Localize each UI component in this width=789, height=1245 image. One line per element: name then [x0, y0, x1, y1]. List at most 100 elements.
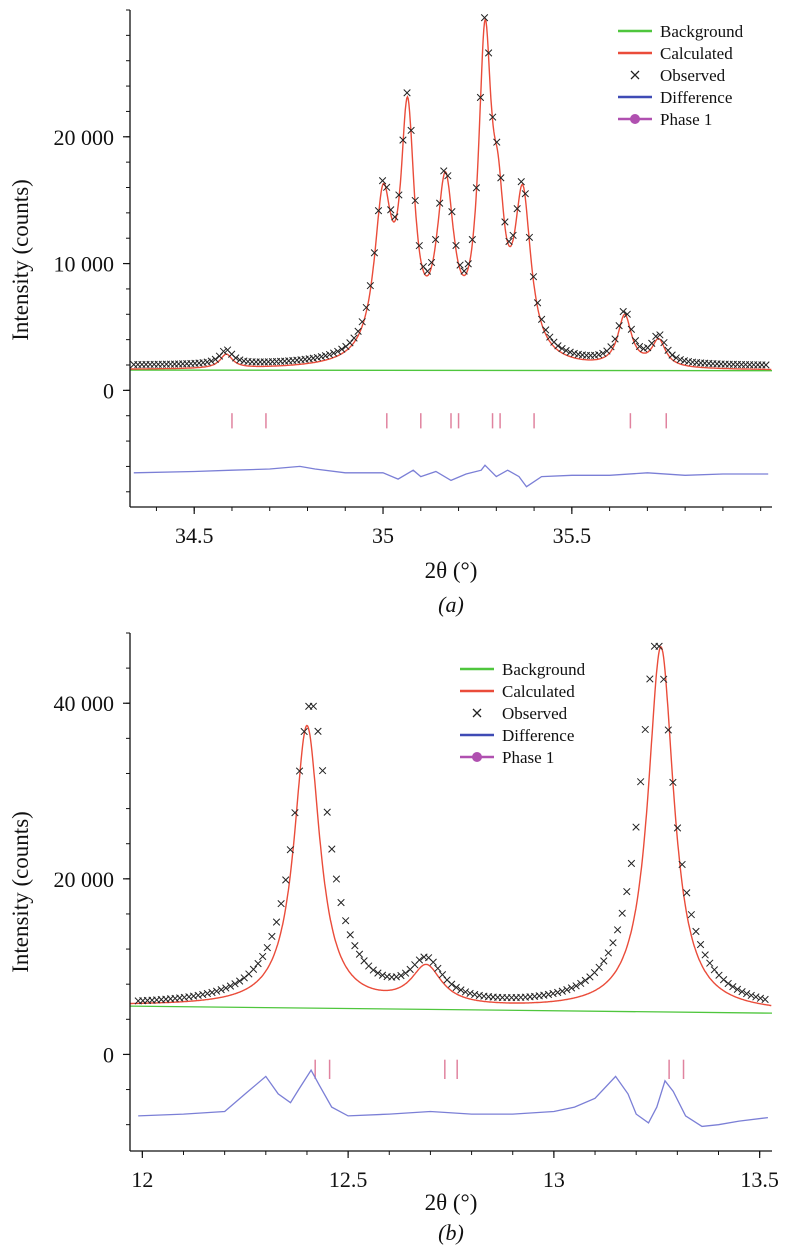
observed-point: [407, 126, 415, 135]
observed-point: [362, 303, 370, 312]
x-tick-label: 13: [543, 1167, 565, 1192]
observed-point: [374, 207, 383, 215]
observed-point: [687, 910, 695, 919]
observed-point: [464, 260, 472, 268]
observed-point: [259, 952, 267, 961]
panel-a-x-axis-label: 2θ (°): [425, 558, 478, 583]
observed-point: [387, 206, 395, 214]
observed-point: [391, 213, 399, 221]
observed-point: [546, 333, 554, 341]
legend-calculated-label: Calculated: [502, 682, 575, 701]
y-tick-label: 0: [103, 1042, 114, 1067]
observed-point: [619, 307, 627, 316]
x-tick-label: 35: [372, 523, 394, 548]
panel-a-background-line: [129, 369, 773, 372]
observed-point: [623, 310, 631, 318]
legend-background-label: Background: [502, 660, 586, 679]
observed-point: [217, 986, 225, 994]
observed-point: [646, 675, 654, 683]
observed-point: [448, 980, 456, 988]
observed-point: [558, 987, 566, 995]
observed-point: [563, 986, 571, 994]
observed-point: [738, 987, 746, 996]
observed-point: [733, 985, 742, 993]
observed-point: [203, 989, 212, 998]
observed-point: [613, 926, 622, 934]
observed-point: [448, 208, 456, 216]
observed-point: [254, 959, 262, 968]
observed-point: [701, 951, 709, 959]
observed-point: [219, 347, 228, 356]
observed-point: [452, 983, 460, 992]
observed-point: [668, 351, 676, 359]
observed-point: [332, 875, 341, 883]
observed-point: [742, 989, 751, 998]
observed-point: [346, 339, 354, 347]
observed-point: [370, 249, 379, 257]
legend-calculated-label: Calculated: [660, 44, 733, 63]
observed-point: [752, 993, 760, 1001]
observed-point: [354, 327, 362, 335]
observed-point: [676, 355, 684, 364]
observed-point: [431, 235, 440, 244]
observed-point: [761, 995, 769, 1004]
observed-point: [623, 887, 631, 896]
observed-point: [627, 325, 636, 333]
observed-point: [208, 988, 216, 997]
observed-point: [595, 350, 603, 359]
observed-point: [374, 969, 382, 977]
observed-point: [272, 918, 281, 926]
observed-point: [211, 355, 220, 363]
panel-b-axes: 12 12.5 13 13.5 0 20 000 40 000: [54, 632, 779, 1192]
panel-b-y-axis-label: Intensity (counts): [8, 811, 33, 973]
observed-point: [558, 344, 566, 353]
observed-point: [627, 859, 636, 868]
observed-point: [664, 726, 672, 734]
observed-point: [358, 318, 366, 326]
observed-point: [436, 199, 444, 207]
x-tick-label: 12.5: [329, 1167, 368, 1192]
observed-point: [329, 349, 338, 357]
observed-point: [696, 940, 705, 949]
panel-b-legend: Background Calculated Observed Differenc…: [460, 660, 586, 767]
observed-point: [350, 334, 358, 342]
observed-point: [314, 727, 322, 735]
observed-point: [631, 337, 640, 345]
observed-point: [581, 976, 589, 985]
observed-point: [231, 980, 239, 988]
observed-point: [194, 991, 202, 999]
observed-point: [513, 205, 521, 213]
observed-point: [537, 315, 546, 323]
observed-point: [489, 113, 497, 121]
observed-point: [338, 345, 346, 353]
observed-point: [652, 332, 660, 340]
observed-point: [595, 963, 603, 972]
observed-point: [554, 988, 562, 997]
legend-observed-swatch: [472, 708, 482, 718]
observed-point: [673, 824, 682, 832]
observed-point: [434, 964, 442, 973]
observed-point: [444, 172, 452, 180]
observed-point: [618, 909, 626, 917]
observed-point: [366, 282, 374, 290]
observed-point: [323, 808, 331, 816]
observed-point: [724, 979, 732, 988]
observed-point: [572, 982, 580, 990]
observed-point: [710, 966, 719, 974]
observed-point: [300, 727, 308, 736]
observed-point: [660, 338, 668, 347]
observed-point: [382, 183, 391, 191]
y-tick-label: 0: [103, 378, 114, 403]
observed-point: [521, 190, 529, 198]
observed-point: [509, 231, 517, 240]
panel-a-difference-curve: [133, 464, 769, 488]
panel-b-difference-curve: [138, 1068, 768, 1128]
panel-b-plot-area: [129, 642, 773, 1128]
observed-point: [533, 299, 542, 307]
observed-point: [471, 990, 479, 999]
legend-phase-label: Phase 1: [502, 748, 554, 767]
legend-observed-label: Observed: [502, 704, 568, 723]
observed-point: [719, 976, 728, 984]
observed-point: [635, 342, 644, 351]
x-tick-label: 34.5: [175, 523, 214, 548]
